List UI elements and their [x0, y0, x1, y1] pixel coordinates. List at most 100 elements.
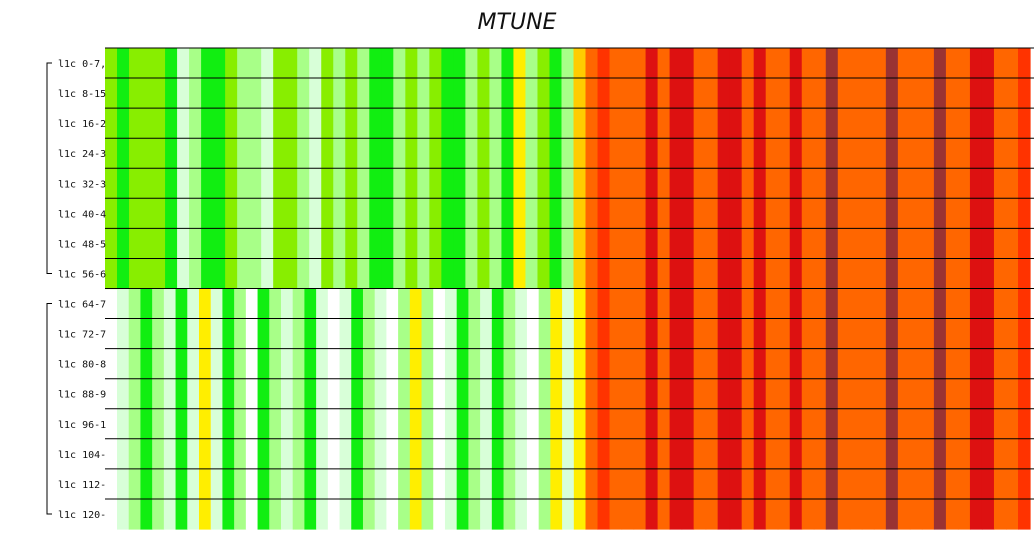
heatmap-cell: [597, 348, 611, 380]
heatmap-cell: [345, 198, 358, 229]
heatmap-cell: [789, 198, 803, 229]
heatmap-cell: [128, 468, 142, 500]
heatmap-cell: [777, 258, 791, 290]
heatmap-cell: [456, 348, 469, 380]
heatmap-cell: [175, 498, 188, 530]
heatmap-cell: [705, 108, 719, 139]
heatmap-cell: [609, 408, 623, 440]
heatmap-cell: [765, 498, 779, 530]
heatmap-cell: [669, 468, 683, 500]
heatmap-cell: [386, 438, 399, 470]
heatmap-cell: [339, 288, 352, 320]
heatmap-cell: [222, 378, 235, 410]
heatmap-cell: [374, 468, 387, 500]
heatmap-cell: [585, 498, 599, 530]
heatmap-cell: [837, 168, 851, 199]
heatmap-cell: [885, 48, 899, 79]
heatmap-cell: [117, 138, 130, 169]
heatmap-cell: [177, 168, 190, 199]
heatmap-cell: [269, 348, 282, 380]
heatmap-cell: [562, 378, 575, 410]
heatmap-cell: [981, 108, 995, 139]
heatmap-cell: [669, 498, 683, 530]
heatmap-cell: [210, 408, 224, 440]
heatmap-cell: [234, 468, 247, 500]
heatmap-cell: [210, 348, 224, 380]
heatmap-cell: [304, 348, 317, 380]
heatmap-cell: [117, 78, 130, 109]
heatmap-cell: [249, 78, 262, 109]
heatmap-cell: [645, 468, 659, 500]
heatmap-cell: [225, 228, 238, 260]
heatmap-cell: [480, 318, 493, 350]
heatmap-cell: [1005, 258, 1019, 290]
heatmap-cell: [444, 468, 458, 500]
heatmap-cell: [813, 168, 827, 199]
heatmap-cell: [873, 318, 887, 350]
heatmap-cell: [657, 138, 671, 169]
heatmap-cell: [374, 348, 387, 380]
heatmap-cell: [333, 168, 346, 199]
heatmap-cell: [1005, 198, 1019, 229]
heatmap-cell: [433, 288, 446, 320]
heatmap-cell: [357, 138, 370, 169]
heatmap-cell: [117, 498, 130, 530]
heatmap-cell: [357, 168, 370, 199]
heatmap-cell: [128, 498, 142, 530]
heatmap-cell: [693, 168, 707, 199]
heatmap-cell: [813, 48, 827, 79]
heatmap-cell: [163, 498, 177, 530]
heatmap-cell: [140, 408, 153, 440]
heatmap-cell: [669, 378, 683, 410]
heatmap-cell: [280, 468, 294, 500]
heatmap-cell: [105, 228, 118, 260]
heatmap-cell: [321, 228, 334, 260]
heatmap-cell: [381, 138, 394, 169]
heatmap-cell: [453, 258, 466, 290]
heatmap-cell: [933, 78, 947, 109]
heatmap-cell: [837, 288, 851, 320]
heatmap-cell: [753, 378, 767, 410]
heatmap-cell: [398, 438, 411, 470]
heatmap-cell: [189, 108, 202, 139]
heatmap-cell: [374, 318, 387, 350]
heatmap-cell: [1017, 348, 1031, 380]
heatmap-cell: [729, 288, 743, 320]
heatmap-cell: [269, 438, 282, 470]
heatmap-cell: [198, 498, 212, 530]
heatmap-cell: [165, 228, 178, 260]
heatmap-cell: [105, 108, 118, 139]
heatmap-cell: [609, 438, 623, 470]
heatmap-cell: [645, 318, 659, 350]
heatmap-cell: [801, 138, 815, 169]
heatmap-cell: [189, 228, 202, 260]
heatmap-cell: [825, 408, 839, 440]
heatmap-cell: [477, 258, 491, 290]
heatmap-cell: [187, 288, 200, 320]
heatmap-cell: [198, 348, 212, 380]
heatmap-cell: [210, 318, 224, 350]
heatmap-cell: [316, 408, 329, 440]
heatmap-cell: [417, 198, 430, 229]
heatmap-cell: [189, 258, 202, 290]
heatmap-cell: [280, 318, 294, 350]
heatmap-cell: [245, 468, 259, 500]
heatmap-cell: [398, 348, 411, 380]
heatmap-cell: [705, 198, 719, 229]
heatmap-cell: [297, 78, 310, 109]
heatmap-cell: [753, 138, 767, 169]
heatmap-cell: [456, 378, 469, 410]
heatmap-cell: [849, 408, 863, 440]
heatmap-cell: [369, 78, 382, 109]
heatmap-cell: [538, 468, 551, 500]
heatmap-cell: [381, 108, 394, 139]
heatmap-cell: [189, 198, 202, 229]
heatmap-cell: [777, 168, 791, 199]
heatmap-cell: [609, 48, 623, 79]
heatmap-cell: [633, 468, 647, 500]
heatmap-cell: [717, 468, 731, 500]
heatmap-cell: [669, 138, 683, 169]
heatmap-cell: [681, 318, 695, 350]
heatmap-cell: [515, 438, 528, 470]
heatmap-cell: [345, 108, 358, 139]
